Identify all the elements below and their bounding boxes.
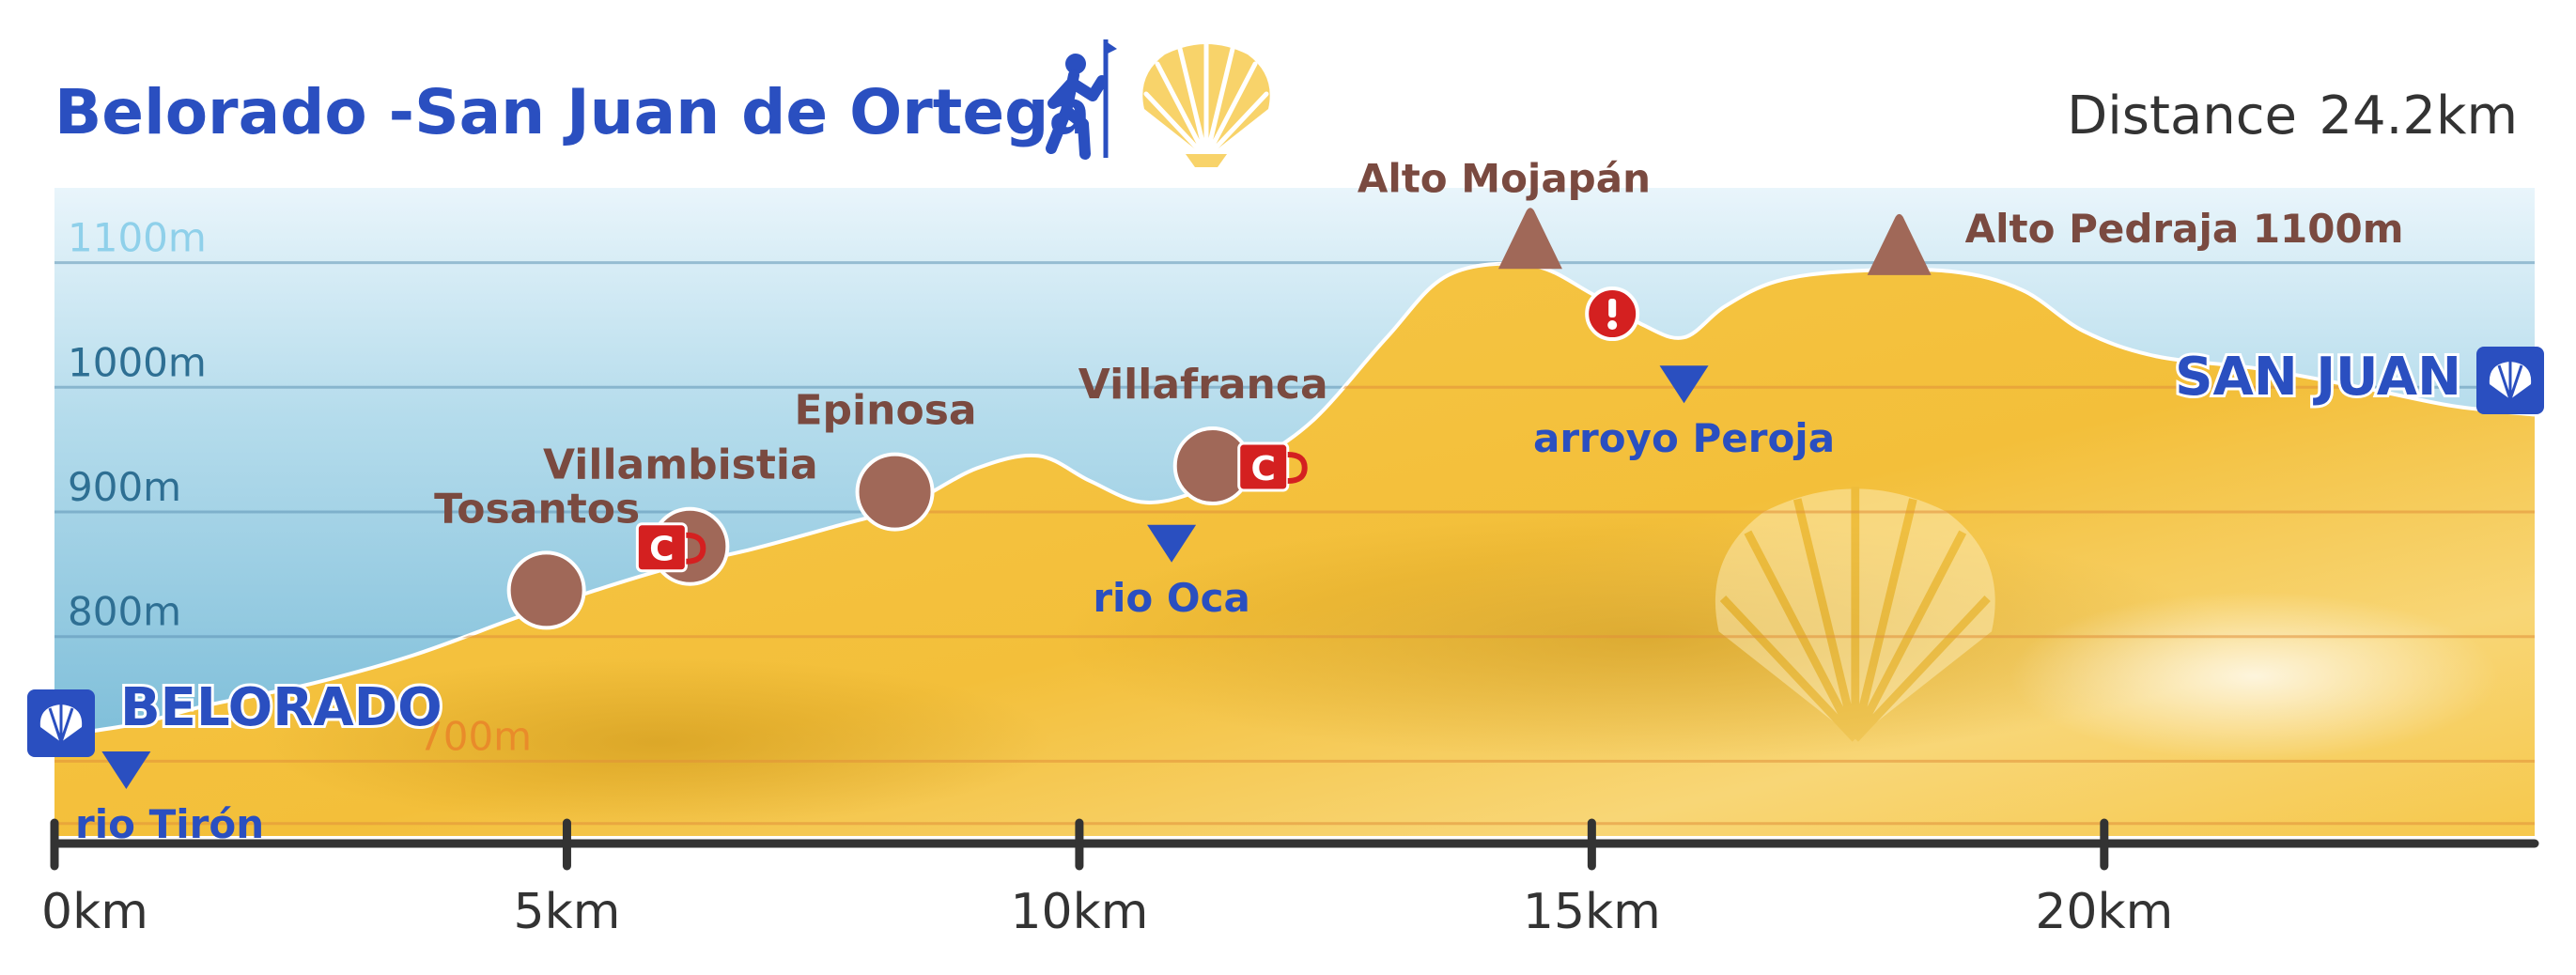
place-label: Epinosa: [795, 387, 977, 435]
river-icon: [1147, 524, 1197, 563]
river-icon: [101, 751, 151, 789]
summit-label: Alto Mojapán: [1358, 155, 1651, 201]
place-label: Tosantos: [434, 485, 640, 533]
y-axis-ticks: 700m 800m 900m 1000m 1100m: [68, 215, 532, 760]
place-label: Villafranca: [1079, 361, 1328, 409]
x-tick-label: 5km: [514, 884, 621, 940]
y-tick-label: 800m: [68, 589, 181, 635]
warning-icon: [1585, 286, 1640, 342]
x-tick-label: 0km: [41, 884, 148, 940]
terrain-shade: [1062, 517, 2227, 761]
terrain-area: [54, 261, 2536, 836]
place-label: Villambistia: [543, 441, 818, 489]
cafe-symbol: C: [1251, 450, 1276, 488]
cafe-symbol: C: [649, 531, 674, 569]
scallop-shell-icon: [2476, 347, 2544, 414]
river-label: rio Tirón: [75, 801, 264, 847]
summit-icon: [1867, 213, 1932, 275]
village-marker: [855, 452, 935, 532]
place-label: BELORADO: [120, 677, 442, 738]
village-marker: [506, 550, 586, 630]
y-tick-label: 900m: [68, 464, 181, 510]
chart-title: Belorado -San Juan de Ortega: [54, 76, 1091, 148]
scallop-shell-icon: [27, 689, 95, 757]
x-axis: 0km 5km 10km 15km 20km: [41, 818, 2539, 940]
x-tick-label: 15km: [1523, 884, 1661, 940]
place-label: SAN JUAN: [2175, 347, 2461, 408]
river-label: arroyo Peroja: [1533, 415, 1835, 461]
hiker-icon: [1046, 39, 1117, 160]
y-tick-label: 700m: [418, 713, 532, 759]
cafe-icon: C: [1237, 441, 1308, 492]
map-markers: CC: [27, 208, 2544, 789]
cafe-icon: C: [635, 522, 706, 573]
summit-label: Alto Pedraja 1100m: [1965, 206, 2404, 252]
terrain-shade: [263, 658, 1052, 827]
terrain-highlight: [2010, 592, 2499, 761]
scallop-shell-icon: [1142, 40, 1270, 167]
y-tick-label: 1100m: [68, 215, 207, 261]
x-tick-label: 10km: [1010, 884, 1148, 940]
river-label: rio Oca: [1093, 575, 1250, 621]
distance-label: Distance: [2067, 85, 2297, 147]
distance-value: 24.2km: [2319, 85, 2518, 147]
y-tick-label: 1000m: [68, 339, 207, 385]
river-icon: [1659, 365, 1709, 404]
x-tick-label: 20km: [2035, 884, 2173, 940]
summit-icon: [1497, 208, 1562, 270]
